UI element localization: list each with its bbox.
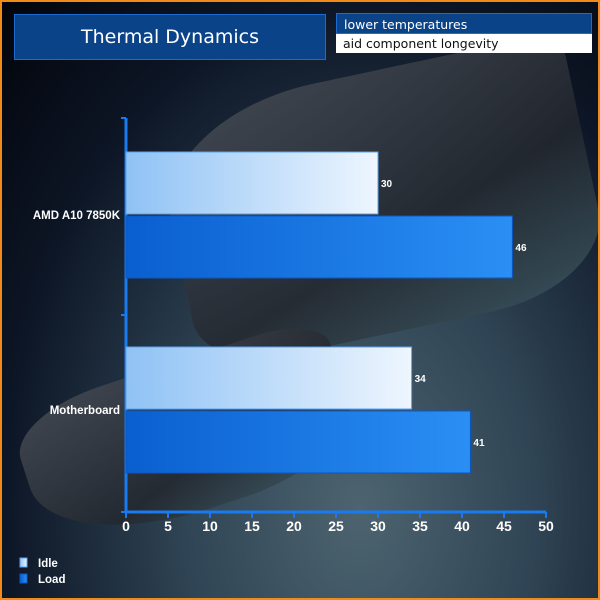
- legend-swatch-idle: [19, 557, 28, 568]
- x-tick-label: 10: [202, 518, 218, 534]
- x-tick-label: 50: [538, 518, 554, 534]
- bar-idle: [125, 151, 379, 215]
- category-label: Motherboard: [50, 405, 120, 417]
- chart-title: Thermal Dynamics: [14, 14, 326, 60]
- x-tick-label: 45: [496, 518, 512, 534]
- category-label: AMD A10 7850K: [33, 210, 121, 222]
- bar-load: [125, 410, 471, 474]
- legend-label: Load: [38, 574, 65, 586]
- x-tick-label: 30: [370, 518, 386, 534]
- bar-load: [125, 215, 513, 279]
- x-tick-label: 35: [412, 518, 428, 534]
- x-tick-label: 0: [122, 518, 130, 534]
- data-label: 30: [381, 179, 393, 190]
- legend-label: Idle: [38, 558, 58, 570]
- bar-idle: [125, 346, 413, 410]
- x-tick-label: 40: [454, 518, 470, 534]
- tagline-1: lower temperatures: [336, 13, 592, 34]
- x-tick-label: 15: [244, 518, 260, 534]
- data-label: 46: [515, 243, 527, 254]
- tagline-2: aid component longevity: [336, 34, 592, 53]
- x-tick-label: 5: [164, 518, 172, 534]
- data-label: 41: [473, 438, 485, 449]
- data-label: 34: [415, 374, 427, 385]
- x-tick-label: 20: [286, 518, 302, 534]
- x-tick-label: 25: [328, 518, 344, 534]
- legend-swatch-load: [19, 573, 28, 584]
